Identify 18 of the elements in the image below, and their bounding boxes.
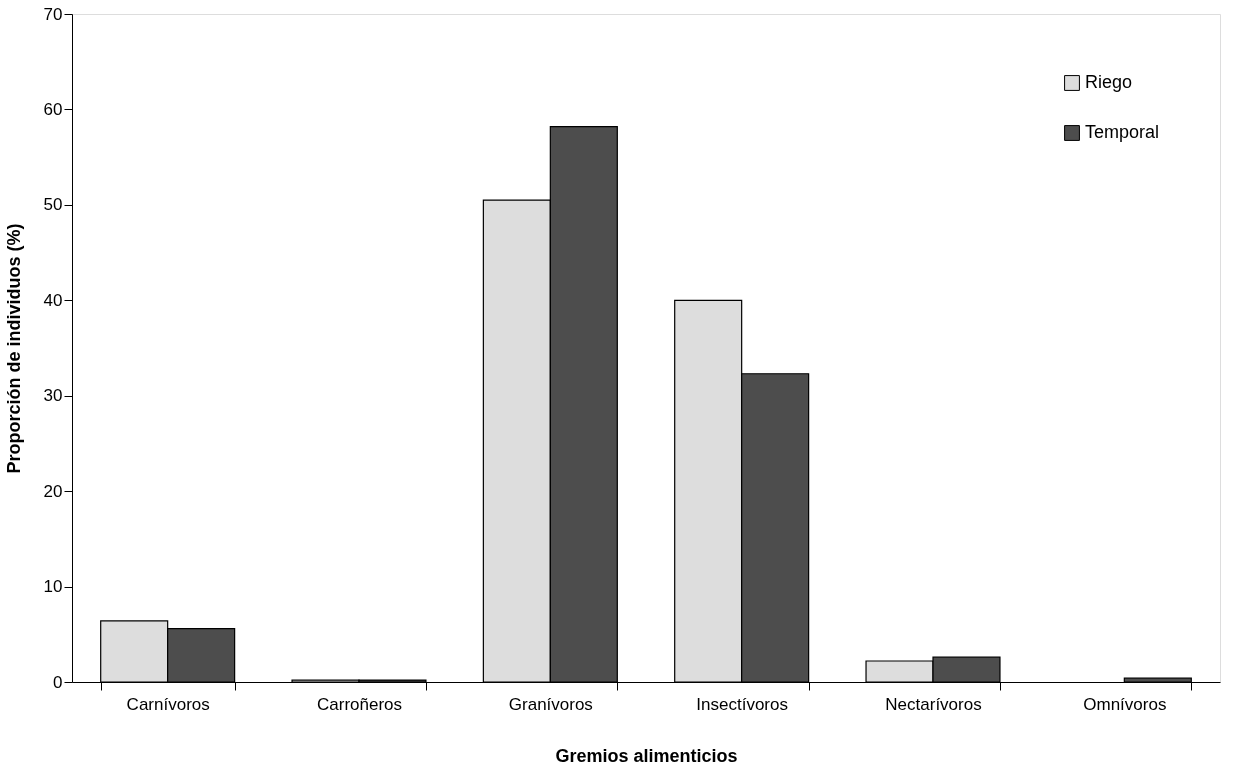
y-tick-label: 40 bbox=[43, 290, 63, 310]
x-tick-label: Carroñeros bbox=[316, 694, 403, 714]
x-tick-label: Carnívoros bbox=[126, 694, 210, 714]
legend-label: Temporal bbox=[1085, 122, 1160, 142]
legend-label: Riego bbox=[1085, 72, 1133, 92]
y-tick-label: 70 bbox=[43, 4, 63, 24]
y-tick-label: 30 bbox=[43, 386, 63, 406]
y-tick-label: 50 bbox=[43, 195, 63, 215]
x-tick-label: Granívoros bbox=[508, 694, 593, 714]
x-axis-title: Gremios alimenticios bbox=[555, 745, 738, 766]
y-tick-label: 0 bbox=[53, 672, 63, 692]
x-tick-label: Insectívoros bbox=[696, 694, 788, 714]
x-tick-label: Nectarívoros bbox=[885, 694, 982, 714]
x-tick-label: Omnívoros bbox=[1083, 694, 1167, 714]
y-axis-title: Proporción de individuos (%) bbox=[3, 223, 24, 474]
y-tick-label: 20 bbox=[43, 481, 63, 501]
y-tick-label: 10 bbox=[43, 577, 63, 597]
y-tick-label: 60 bbox=[43, 99, 63, 119]
